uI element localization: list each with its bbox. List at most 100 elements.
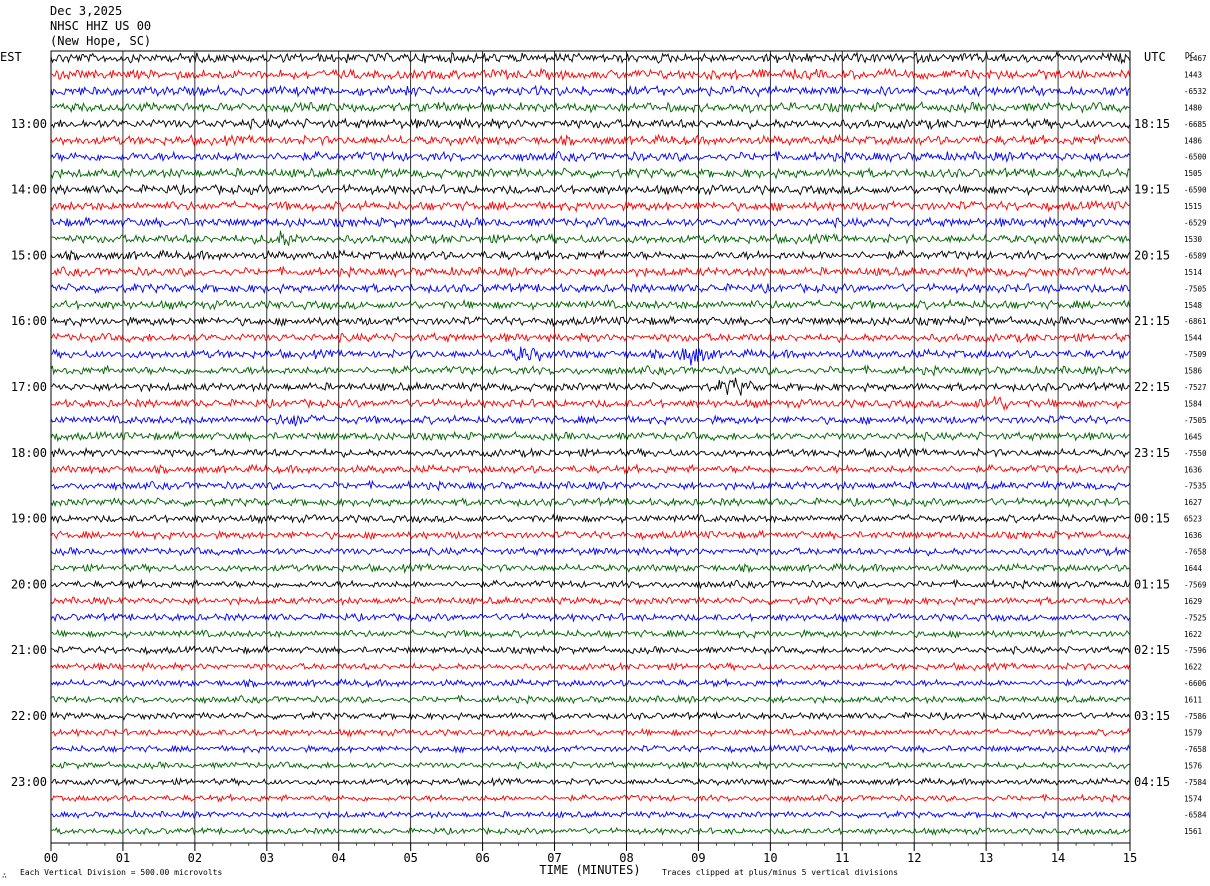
utc-hour-label: 23:15 (1134, 446, 1170, 460)
utc-hour-label: 02:15 (1134, 643, 1170, 657)
trace-row (50, 743, 1131, 754)
utc-hour-label: 20:15 (1134, 248, 1170, 262)
utc-hour-label: 18:15 (1134, 117, 1170, 131)
trace-row (50, 826, 1131, 836)
trace-row (50, 463, 1130, 475)
dc-offset-label: -7505 (1184, 284, 1207, 293)
utc-hour-label: 01:15 (1134, 577, 1170, 591)
header-station: NHSC HHZ US 00 (50, 19, 152, 33)
dc-offset-label: 1544 (1184, 334, 1203, 343)
dc-label: DC (1185, 51, 1195, 60)
est-hour-label: 22:00 (11, 709, 47, 723)
est-hour-label: 17:00 (11, 380, 47, 394)
trace-row (50, 331, 1131, 344)
dc-offset-label: -7569 (1184, 580, 1207, 589)
utc-hour-label: 00:15 (1134, 512, 1170, 526)
est-hour-label: 16:00 (11, 314, 47, 328)
est-hour-label: 13:00 (11, 117, 47, 131)
dc-offset-label: 1443 (1184, 70, 1202, 79)
x-tick-label: 02 (188, 851, 202, 865)
dc-offset-label: -7596 (1184, 646, 1207, 655)
dc-offset-label: -7584 (1184, 778, 1207, 787)
x-tick-label: 14 (1051, 851, 1065, 865)
utc-hour-label: 03:15 (1134, 709, 1170, 723)
dc-offset-label: -6861 (1184, 317, 1207, 326)
trace-row (50, 809, 1131, 820)
trace-row (50, 100, 1130, 114)
trace-row (50, 84, 1131, 98)
dc-offset-label: 1576 (1184, 761, 1203, 770)
x-tick-label: 01 (116, 851, 130, 865)
dc-offset-label: 1486 (1184, 136, 1203, 145)
dc-offset-label: 1584 (1184, 399, 1203, 408)
scale-note: Each Vertical Division = 500.00 microvol… (20, 868, 222, 877)
trace-row (50, 562, 1131, 574)
trace-row (51, 315, 1131, 328)
est-hour-label: 23:00 (11, 775, 47, 789)
dc-offset-label: 1515 (1184, 202, 1202, 211)
dc-offset-label: -6590 (1184, 186, 1207, 195)
trace-row (50, 710, 1131, 721)
trace-row (50, 282, 1130, 295)
dc-offset-label: -7527 (1184, 383, 1207, 392)
trace-row (50, 133, 1131, 147)
trace-row (50, 727, 1131, 738)
est-label: EST (0, 50, 22, 64)
dc-offset-label: 1579 (1184, 728, 1202, 737)
dc-offset-label: 1611 (1184, 696, 1202, 705)
utc-hour-label: 22:15 (1134, 380, 1170, 394)
dc-offset-label: -7658 (1184, 745, 1207, 754)
dc-offset-label: 1629 (1184, 597, 1202, 606)
trace-row (50, 396, 1130, 412)
trace-row (51, 67, 1131, 81)
est-hour-label: 19:00 (11, 512, 47, 526)
dc-offset-label: 1645 (1184, 432, 1202, 441)
trace-row (50, 265, 1130, 279)
trace-row (50, 430, 1130, 443)
dc-offset-label: -6584 (1184, 811, 1207, 820)
utc-label: UTC (1144, 50, 1166, 64)
trace-row (50, 167, 1130, 180)
dc-offset-label: -7505 (1184, 416, 1207, 425)
trace-row (50, 513, 1130, 525)
dc-offset-label: -7525 (1184, 613, 1207, 622)
trace-row (50, 183, 1131, 197)
dc-offset-label: 1480 (1184, 103, 1203, 112)
trace-row (50, 298, 1131, 311)
est-hour-label: 18:00 (11, 446, 47, 460)
est-hour-label: 15:00 (11, 248, 47, 262)
utc-hour-label: 21:15 (1134, 314, 1170, 328)
x-tick-label: 15 (1123, 851, 1137, 865)
x-tick-label: 05 (403, 851, 417, 865)
trace-row (50, 150, 1130, 164)
dc-offset-label: 1505 (1184, 169, 1202, 178)
dc-offset-label: -6529 (1184, 219, 1207, 228)
dc-offset-label: 1561 (1184, 827, 1202, 836)
header-date: Dec 3,2025 (50, 4, 123, 18)
x-tick-label: 03 (260, 851, 274, 865)
dc-offset-label: 1622 (1184, 663, 1202, 672)
trace-row (50, 545, 1131, 557)
trace-row (50, 496, 1130, 508)
dc-offset-label: 1574 (1184, 794, 1203, 803)
dc-offset-label: -7586 (1184, 712, 1207, 721)
trace-row (50, 677, 1130, 689)
dc-offset-label: 1586 (1184, 367, 1203, 376)
dc-offset-label: 1530 (1184, 235, 1203, 244)
trace-row (50, 776, 1130, 787)
dc-offset-label: -6685 (1184, 120, 1207, 129)
header-location: (New Hope, SC) (50, 34, 152, 48)
trace-row (50, 249, 1131, 262)
dc-offset-label: -7535 (1184, 482, 1207, 491)
trace-row (50, 364, 1131, 377)
trace-row (50, 199, 1130, 213)
utc-hour-label: 19:15 (1134, 183, 1170, 197)
x-tick-label: 06 (475, 851, 489, 865)
x-tick-label: 09 (691, 851, 705, 865)
dc-offset-label: -7658 (1184, 548, 1207, 557)
trace-row (50, 346, 1130, 366)
x-axis-title: TIME (MINUTES) (539, 863, 640, 877)
x-tick-label: 12 (907, 851, 921, 865)
trace-row (50, 793, 1131, 803)
